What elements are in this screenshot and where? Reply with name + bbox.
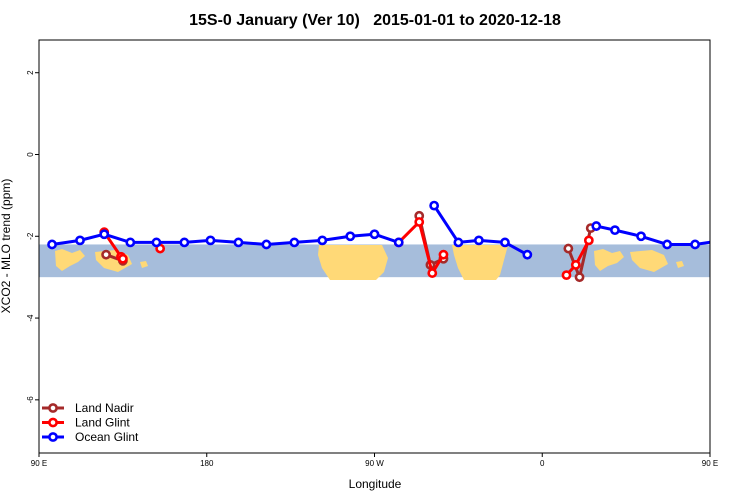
y-tick-label: -2 xyxy=(26,232,35,240)
data-point xyxy=(75,235,85,246)
data-point xyxy=(473,235,484,246)
plot-area xyxy=(39,200,726,283)
data-point xyxy=(289,237,300,248)
data-point xyxy=(151,237,162,248)
y-tick-label: 2 xyxy=(26,70,35,75)
legend-swatch-marker xyxy=(48,403,58,413)
x-tick-label: 90 E xyxy=(702,459,718,468)
new-guinea-land-right xyxy=(630,250,668,272)
x-tick-label: 0 xyxy=(540,459,545,468)
series-line xyxy=(595,224,710,246)
pacific-islands-left xyxy=(140,261,148,268)
data-point xyxy=(583,235,594,246)
data-point xyxy=(662,239,673,250)
data-point xyxy=(393,237,404,248)
x-tick-label: 180 xyxy=(200,459,214,468)
legend-label: Land Glint xyxy=(75,416,130,430)
data-point xyxy=(570,260,581,270)
data-point xyxy=(719,237,726,244)
data-point xyxy=(610,225,620,236)
data-point xyxy=(561,270,572,281)
legend-label: Land Nadir xyxy=(75,401,134,415)
legend-label: Ocean Glint xyxy=(75,430,139,444)
data-point xyxy=(427,268,438,278)
data-point xyxy=(47,239,57,250)
data-point xyxy=(429,200,440,211)
chart-title: 15S-0 January (Ver 10) 2015-01-01 to 202… xyxy=(189,12,561,29)
data-point xyxy=(345,231,356,242)
data-point xyxy=(233,237,244,248)
series-layer xyxy=(47,200,726,283)
data-point xyxy=(317,235,328,246)
data-point xyxy=(574,272,585,283)
data-point xyxy=(636,231,646,242)
data-point xyxy=(690,239,700,250)
legend-swatch-marker xyxy=(48,432,58,442)
y-tick-label: 0 xyxy=(26,152,35,157)
data-point xyxy=(563,243,574,254)
data-point xyxy=(101,249,111,260)
south-america-land xyxy=(318,245,388,280)
x-tick-label: 90 E xyxy=(31,459,47,468)
data-point xyxy=(453,237,464,248)
data-point xyxy=(438,249,449,260)
australia-land-left xyxy=(55,249,85,271)
data-point xyxy=(369,229,380,240)
africa-land xyxy=(452,245,508,280)
data-point xyxy=(125,237,136,248)
legend-item-land-glint: Land Glint xyxy=(42,416,130,430)
legend-item-ocean-glint: Ocean Glint xyxy=(42,430,139,444)
y-axis-label: XCO2 - MLO trend (ppm) xyxy=(0,179,13,314)
data-point xyxy=(591,221,602,231)
y-tick-label: -6 xyxy=(26,396,35,404)
data-point xyxy=(205,235,216,246)
legend-item-land-nadir: Land Nadir xyxy=(42,401,134,415)
y-tick-label: -4 xyxy=(26,314,35,322)
series-ocean-glint xyxy=(47,200,726,260)
series-line xyxy=(397,220,445,275)
data-point xyxy=(117,253,128,264)
y-axis: 2 0 -2 -4 -6 xyxy=(26,70,39,403)
data-point xyxy=(179,237,190,248)
x-tick-label: 90 W xyxy=(365,459,384,468)
x-axis-label: Longitude xyxy=(349,477,402,491)
legend-swatch-marker xyxy=(48,417,58,428)
data-point xyxy=(522,249,533,260)
data-point xyxy=(500,237,510,248)
data-point xyxy=(99,229,110,240)
data-point xyxy=(261,239,272,250)
pacific-islands-right xyxy=(676,261,684,268)
data-point xyxy=(414,217,425,227)
australia-land-right xyxy=(594,249,624,271)
